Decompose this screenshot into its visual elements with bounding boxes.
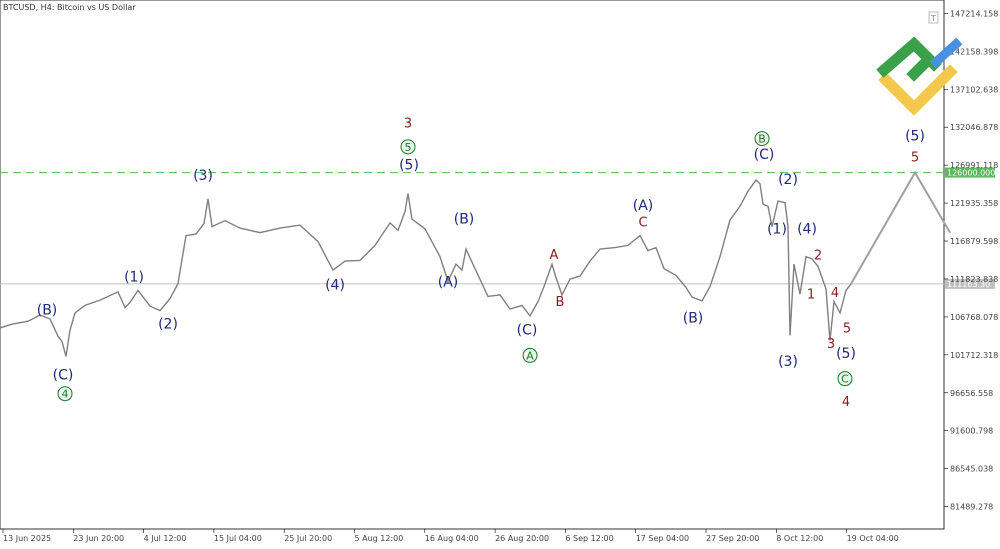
y-tick-label: 121935.358	[950, 199, 998, 208]
wave-label: C	[638, 216, 647, 231]
wave-label: 1	[807, 288, 815, 303]
level-price-box	[945, 167, 995, 178]
y-tick-label: 106768.078	[950, 313, 998, 322]
x-tick-label: 8 Oct 12:00	[776, 534, 823, 543]
x-tick-label: 19 Oct 04:00	[847, 534, 899, 543]
wave-label: (1)	[124, 269, 144, 285]
wave-label: (5)	[836, 346, 856, 362]
wave-label: (4)	[325, 278, 345, 294]
y-tick-label: 96656.558	[950, 389, 993, 398]
wave-label: (3)	[778, 354, 798, 370]
y-tick-label: 147214.158	[950, 9, 998, 18]
wave-label: (3)	[193, 168, 213, 184]
x-tick-label: 5 Aug 12:00	[355, 534, 404, 543]
y-tick-label: 132046.878	[950, 123, 998, 132]
y-tick-label: 116879.598	[950, 237, 998, 246]
y-tick-label: 101712.318	[950, 351, 998, 360]
chart-shift-icon[interactable]	[928, 11, 939, 24]
wave-label: (5)	[905, 128, 925, 144]
x-tick-label: 27 Sep 20:00	[706, 534, 759, 543]
wave-label: B	[758, 133, 766, 146]
wave-label: (C)	[754, 147, 775, 163]
x-tick-label: 13 Jun 2025	[3, 534, 51, 543]
wave-label: 4	[831, 286, 839, 301]
wave-label: 2	[814, 249, 822, 264]
wave-label: 5	[843, 321, 851, 336]
y-tick-label: 126991.118	[950, 161, 998, 170]
wave-label: (5)	[399, 158, 419, 174]
wave-label: (A)	[438, 275, 459, 291]
x-tick-label: 25 Jul 20:00	[284, 534, 332, 543]
x-tick-label: 16 Aug 04:00	[425, 534, 479, 543]
level-price-label: 126000.000	[947, 169, 995, 178]
wave-label: (2)	[778, 172, 798, 188]
wave-label: 4	[62, 388, 69, 401]
wave-label: A	[526, 349, 534, 362]
x-tick-label: 15 Jul 04:00	[214, 534, 262, 543]
wave-label-circle	[522, 347, 538, 363]
price-line	[0, 179, 852, 357]
wave-label: 3	[404, 117, 412, 132]
x-tick-label: 17 Sep 04:00	[636, 534, 689, 543]
wave-label: (C)	[517, 323, 538, 339]
x-tick-label: 26 Aug 20:00	[495, 534, 549, 543]
wave-label-circle	[57, 386, 73, 402]
chart-shift-glyph: T	[930, 14, 936, 23]
chart-title: BTCUSD, H4: Bitcoin vs US Dollar	[3, 3, 136, 12]
y-tick-label: 142158.398	[950, 47, 998, 56]
wave-label: 5	[911, 150, 919, 165]
plot-area	[0, 0, 945, 530]
wave-label: 5	[405, 141, 412, 154]
wave-label-circle	[754, 131, 770, 147]
wave-label: C	[841, 373, 849, 386]
wave-label: 4	[842, 395, 850, 410]
brand-logo	[876, 36, 963, 116]
wave-label: (B)	[683, 311, 704, 327]
wave-label: (2)	[158, 317, 178, 333]
y-tick-label: 91600.798	[950, 427, 993, 436]
projection-line	[850, 170, 951, 285]
y-tick-label: 137102.638	[950, 85, 998, 94]
level-price-label: 111163.30	[947, 280, 990, 289]
x-tick-label: 23 Jun 20:00	[73, 534, 124, 543]
wave-label: A	[550, 248, 559, 263]
wave-label: (A)	[633, 198, 654, 214]
wave-label: (B)	[37, 302, 58, 318]
wave-label: (B)	[454, 212, 475, 228]
level-price-box	[945, 278, 995, 289]
y-tick-label: 81489.278	[950, 503, 993, 512]
wave-label: B	[556, 295, 565, 310]
y-tick-label: 86545.038	[950, 465, 993, 474]
wave-label-circle	[837, 371, 853, 387]
wave-label: (1)	[767, 221, 787, 237]
wave-label: (4)	[797, 221, 817, 237]
wave-label: (C)	[53, 368, 74, 384]
x-tick-label: 6 Sep 12:00	[565, 534, 613, 543]
wave-label: 3	[827, 337, 835, 352]
y-tick-label: 111823.838	[950, 275, 998, 284]
x-tick-label: 4 Jul 12:00	[144, 534, 187, 543]
wave-label-circle	[400, 139, 416, 155]
